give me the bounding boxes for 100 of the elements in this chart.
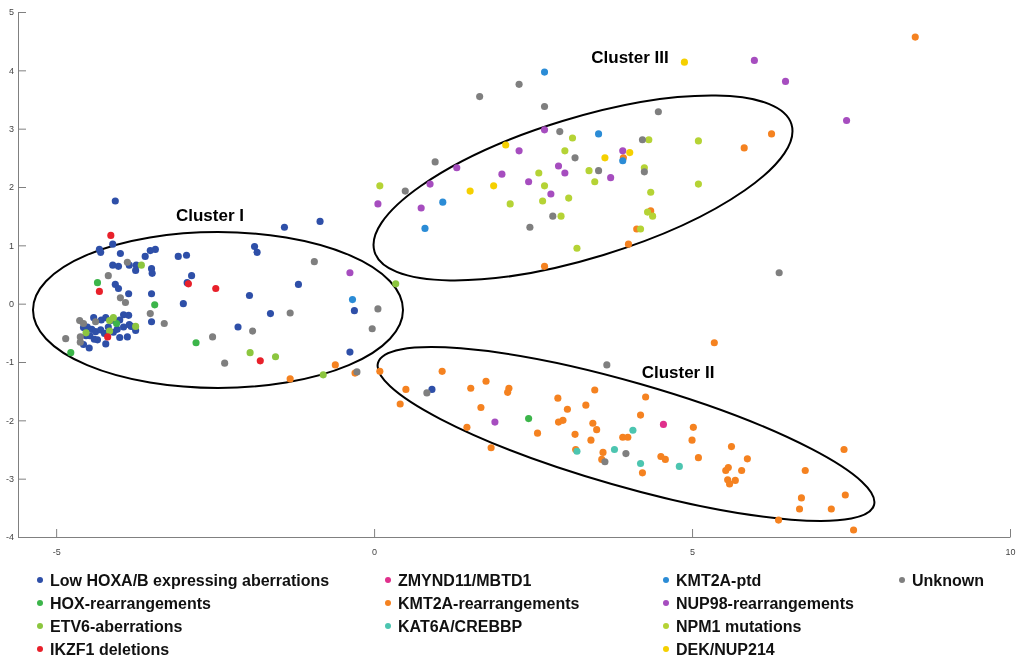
point xyxy=(76,338,84,346)
annotation: Cluster III xyxy=(591,48,669,67)
x-tick-label: 10 xyxy=(1005,547,1016,558)
point xyxy=(694,137,702,145)
point xyxy=(209,333,217,341)
point xyxy=(92,318,100,326)
point xyxy=(423,389,431,397)
point xyxy=(549,212,557,220)
point xyxy=(525,415,533,423)
point xyxy=(374,200,382,208)
point xyxy=(585,167,593,175)
y-tick-label: -3 xyxy=(5,474,14,485)
point xyxy=(610,445,619,454)
x-tick-label: 0 xyxy=(372,547,378,558)
point xyxy=(95,287,103,295)
point xyxy=(160,319,168,328)
point xyxy=(573,244,581,252)
point xyxy=(629,426,637,434)
point xyxy=(556,128,564,136)
point xyxy=(79,319,88,328)
point xyxy=(775,269,783,277)
legend-label: NPM1 mutations xyxy=(676,618,802,635)
point xyxy=(675,462,683,470)
point xyxy=(591,178,599,186)
point xyxy=(401,187,409,195)
point xyxy=(565,194,573,202)
point xyxy=(539,197,547,205)
legend-label: ETV6-aberrations xyxy=(50,618,183,635)
y-tick-label: 3 xyxy=(8,124,14,135)
point xyxy=(256,357,264,365)
y-tick-label: -2 xyxy=(5,415,14,426)
point xyxy=(137,261,145,269)
y-tick-label: 0 xyxy=(8,299,14,310)
legend-label: Low HOXA/B expressing aberrations xyxy=(50,572,330,589)
point xyxy=(151,301,159,309)
point xyxy=(490,182,498,190)
point xyxy=(636,459,645,468)
point xyxy=(346,269,354,277)
point xyxy=(221,359,229,367)
point xyxy=(368,325,376,333)
point xyxy=(525,178,533,186)
point xyxy=(547,190,555,198)
point xyxy=(515,147,523,155)
point xyxy=(843,116,851,125)
point xyxy=(535,169,543,177)
point xyxy=(392,280,400,288)
point xyxy=(146,310,154,318)
point xyxy=(498,170,506,178)
point xyxy=(603,361,611,369)
point xyxy=(426,180,434,188)
point xyxy=(571,154,579,162)
legend-label: ZMYND11/MBTD1 xyxy=(398,572,532,589)
point xyxy=(540,126,549,134)
point xyxy=(104,272,112,280)
point xyxy=(654,108,662,116)
legend-label: KAT6A/CREBBP xyxy=(398,618,523,635)
point xyxy=(643,208,652,216)
point xyxy=(476,93,484,101)
point xyxy=(453,164,461,172)
point xyxy=(640,168,648,176)
point xyxy=(212,284,220,293)
point xyxy=(466,187,474,195)
y-tick-label: -1 xyxy=(5,357,14,368)
point xyxy=(680,58,688,66)
legend-label: KMT2A-rearrangements xyxy=(398,595,580,612)
point xyxy=(540,68,549,76)
point xyxy=(540,102,549,111)
y-tick-label: 1 xyxy=(8,240,14,251)
point xyxy=(645,136,653,144)
point xyxy=(540,182,549,190)
y-tick-label: 5 xyxy=(8,7,14,18)
point xyxy=(557,212,565,220)
point xyxy=(595,167,603,175)
x-tick-label: -5 xyxy=(52,547,61,558)
point xyxy=(750,56,758,64)
point xyxy=(439,198,447,206)
point xyxy=(561,169,569,177)
point xyxy=(659,420,667,428)
point xyxy=(515,80,523,88)
point xyxy=(286,309,294,317)
point xyxy=(104,333,112,341)
point xyxy=(319,371,327,379)
legend-label: NUP98-rearrangements xyxy=(676,595,854,612)
point xyxy=(619,147,627,155)
x-tick-label: 5 xyxy=(690,547,696,558)
annotation: Cluster I xyxy=(175,206,245,225)
point xyxy=(376,182,384,190)
y-tick-label: -4 xyxy=(5,532,14,543)
point xyxy=(491,418,499,426)
point xyxy=(649,212,657,220)
point xyxy=(374,305,382,313)
y-tick-label: 2 xyxy=(8,182,14,193)
point xyxy=(249,327,257,335)
point xyxy=(601,154,609,162)
point xyxy=(781,77,790,85)
legend-label: KMT2A-ptd xyxy=(676,572,762,589)
y-tick-label: 4 xyxy=(8,65,14,76)
point xyxy=(502,141,510,149)
point xyxy=(116,294,124,302)
point xyxy=(568,134,577,142)
